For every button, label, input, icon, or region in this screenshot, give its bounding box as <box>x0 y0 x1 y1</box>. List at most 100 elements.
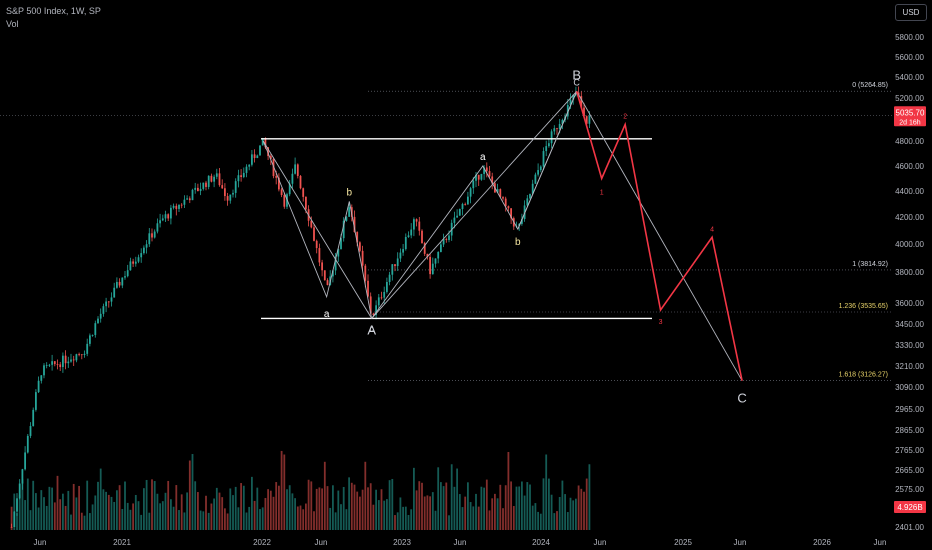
volume-bar <box>164 492 167 530</box>
volume-bar <box>569 497 572 530</box>
candle-body <box>202 182 205 189</box>
volume-bar <box>494 493 496 530</box>
candle-body <box>210 175 213 182</box>
volume-bar <box>113 501 116 530</box>
volume-bar <box>16 513 18 530</box>
volume-bar <box>542 478 545 530</box>
volume-bar <box>340 504 342 530</box>
candle-body <box>558 123 561 130</box>
volume-bar <box>72 483 75 530</box>
candle-body <box>348 207 351 217</box>
candle-body <box>283 194 286 207</box>
currency-button[interactable]: USD <box>895 4 927 21</box>
candle-body <box>434 258 437 264</box>
candle-body <box>13 511 16 527</box>
candle-body <box>234 181 237 193</box>
volume-bar <box>407 514 410 530</box>
candle-body <box>399 252 402 259</box>
volume-bar <box>197 492 199 530</box>
candle-body <box>510 208 513 219</box>
volume-bar <box>283 454 286 530</box>
price-tick-label: 5200.00 <box>895 94 924 103</box>
volume-bar <box>43 497 45 530</box>
volume-bar <box>94 495 97 530</box>
volume-bar <box>29 510 32 530</box>
volume-bar <box>129 509 132 530</box>
volume-bar <box>548 478 550 530</box>
candle-body <box>86 343 89 354</box>
candle-body <box>367 280 369 297</box>
volume-bar <box>53 502 56 530</box>
candle-body <box>275 176 278 178</box>
volume-bar <box>275 482 278 530</box>
candle-body <box>448 235 450 240</box>
candle-body <box>197 187 199 192</box>
volume-bar <box>35 493 37 530</box>
price-tick-label: 2765.00 <box>895 446 924 455</box>
volume-bar <box>356 491 359 530</box>
candle-body <box>70 359 72 362</box>
volume-bar <box>491 498 494 530</box>
candle-body <box>97 318 99 324</box>
volume-bar <box>418 481 421 530</box>
volume-bar <box>234 486 237 530</box>
candle-body <box>313 227 315 241</box>
volume-bar <box>350 482 353 530</box>
candle-body <box>129 261 132 271</box>
candle-body <box>429 256 432 275</box>
candle-body <box>124 276 126 278</box>
candle-body <box>458 209 461 216</box>
candles <box>10 86 591 528</box>
volume-bar <box>296 506 299 530</box>
candle-body <box>94 323 97 335</box>
price-tick-label: 4000.00 <box>895 240 924 249</box>
fib-level-label: 0 (5264.85) <box>852 82 888 89</box>
candle-body <box>391 264 394 275</box>
volume-bar <box>588 464 591 530</box>
volume-bar <box>566 512 569 530</box>
volume-bar <box>151 479 153 530</box>
volume-bar <box>321 488 324 530</box>
current-price-tag <box>894 106 926 127</box>
candle-body <box>318 248 321 263</box>
candle-body <box>126 270 129 277</box>
candle-body <box>469 188 472 197</box>
volume-bar <box>229 488 232 530</box>
candle-body <box>118 281 121 286</box>
candle-body <box>413 219 415 230</box>
volume-bar <box>210 503 213 530</box>
candle-body <box>153 231 156 238</box>
candle-body <box>116 281 118 288</box>
time-tick-label: 2022 <box>253 538 271 547</box>
candle-body <box>99 313 102 319</box>
candle-body <box>396 258 399 267</box>
volume-bar <box>253 500 256 530</box>
volume-bar <box>232 495 234 530</box>
candle-body <box>167 214 170 219</box>
candle-body <box>369 296 372 314</box>
candle-body <box>521 219 523 224</box>
volume-bar <box>577 485 580 530</box>
volume-bar <box>337 490 340 530</box>
candle-body <box>542 151 545 167</box>
volume-bar <box>110 496 113 530</box>
volume-bar <box>67 490 70 530</box>
time-tick-label: Jun <box>315 538 328 547</box>
volume-bar <box>194 481 197 530</box>
candle-body <box>580 96 583 108</box>
fib-level-label: 1.236 (3535.65) <box>839 303 888 310</box>
volume-bar <box>132 503 135 530</box>
candle-body <box>288 183 291 195</box>
volume-bar <box>485 479 488 530</box>
volume-bar <box>437 467 440 530</box>
time-tick-label: 2021 <box>113 538 131 547</box>
volume-bar <box>45 505 48 530</box>
candle-body <box>218 173 221 186</box>
volume-bar <box>178 510 180 530</box>
volume-bar <box>534 503 537 530</box>
volume-bar <box>518 486 521 530</box>
candle-body <box>310 220 313 228</box>
volume-bar <box>521 481 523 530</box>
candle-body <box>67 361 70 364</box>
